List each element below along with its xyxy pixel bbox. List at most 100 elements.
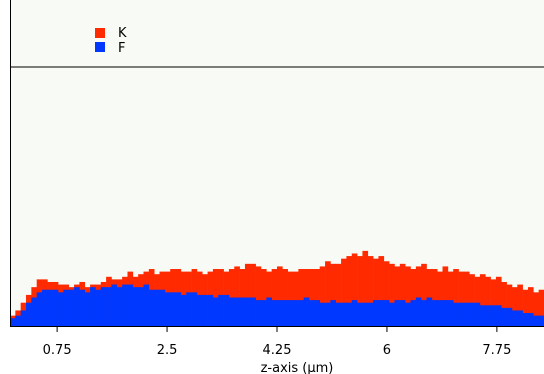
bar-f-37 [207, 294, 214, 326]
bar-f-65 [357, 302, 363, 326]
bar-k-42 [234, 266, 240, 326]
bar-f-60 [330, 300, 337, 326]
bar-k-59 [325, 261, 331, 326]
bar-k-66 [362, 250, 369, 326]
bar-f-90 [490, 305, 497, 326]
bar-k-82 [447, 271, 454, 326]
bar-k-76 [415, 266, 422, 326]
bar-f-36 [202, 294, 208, 326]
bar-f-53 [293, 300, 299, 326]
bar-f-61 [335, 302, 342, 326]
bar-f-97 [527, 313, 534, 326]
bar-f-89 [485, 305, 491, 326]
bar-f-15 [90, 287, 96, 326]
bar-f-45 [250, 297, 256, 326]
bar-f-82 [447, 300, 454, 326]
bar-f-14 [84, 292, 91, 326]
bar-f-2 [20, 310, 27, 326]
bar-k-74 [405, 266, 411, 326]
bar-k-63 [346, 256, 353, 326]
bar-f-47 [260, 300, 267, 326]
bar-f-41 [228, 297, 235, 326]
bar-k-50 [277, 266, 283, 326]
x-tick-label: 7.75 [482, 343, 511, 358]
bar-f-20 [116, 287, 123, 326]
bar-f-32 [180, 294, 187, 326]
bar-k-90 [490, 279, 497, 326]
bar-f-67 [367, 302, 374, 326]
bar-k-70 [383, 261, 390, 326]
bar-f-50 [277, 300, 283, 326]
bar-k-68 [373, 258, 379, 326]
bar-f-59 [325, 302, 331, 326]
bar-k-71 [389, 263, 395, 326]
bar-f-8 [52, 289, 59, 326]
bar-f-94 [511, 310, 518, 326]
bar-f-27 [154, 289, 160, 326]
bar-k-60 [330, 263, 337, 326]
bar-k-80 [437, 271, 443, 326]
bar-f-95 [517, 310, 523, 326]
bar-f-10 [63, 289, 70, 326]
bar-f-92 [501, 307, 507, 326]
bar-k-69 [378, 256, 385, 326]
bar-f-39 [218, 294, 224, 326]
bar-f-13 [79, 289, 86, 326]
bar-k-97 [527, 287, 534, 326]
bar-f-5 [36, 292, 43, 326]
bar-k-81 [442, 266, 449, 326]
series-f-bars [10, 284, 544, 326]
bar-f-31 [175, 292, 182, 326]
bar-f-43 [239, 297, 246, 326]
x-axis-ticks: 0.75 2.5 4.25 6 7.75 [43, 326, 511, 358]
legend-label-f: F [118, 41, 125, 56]
bar-k-57 [314, 269, 321, 326]
bar-f-42 [234, 297, 240, 326]
bar-f-77 [421, 300, 427, 326]
bar-f-40 [223, 294, 230, 326]
bar-f-4 [31, 297, 37, 326]
bar-k-95 [517, 284, 523, 326]
legend-swatch-k [95, 28, 105, 38]
bar-f-18 [106, 287, 112, 326]
bar-f-34 [191, 292, 198, 326]
bar-k-89 [485, 276, 491, 326]
bar-k-83 [453, 269, 459, 326]
bar-f-83 [453, 302, 459, 326]
bar-f-33 [186, 292, 192, 326]
bar-k-73 [399, 263, 406, 326]
bar-k-67 [367, 256, 374, 326]
bar-k-96 [522, 289, 529, 326]
bar-k-99 [538, 289, 544, 326]
bar-f-86 [469, 302, 475, 326]
bar-f-23 [132, 287, 139, 326]
bar-k-91 [495, 276, 502, 326]
bar-k-47 [260, 269, 267, 326]
bar-k-58 [319, 266, 326, 326]
bar-k-84 [458, 271, 465, 326]
bar-f-56 [309, 300, 315, 326]
bar-f-78 [426, 297, 433, 326]
bar-f-54 [298, 300, 304, 326]
bar-k-86 [469, 274, 475, 326]
bar-k-72 [394, 266, 401, 326]
bar-f-6 [42, 289, 48, 326]
bar-f-68 [373, 300, 379, 326]
x-tick-label: 4.25 [263, 343, 292, 358]
bar-f-66 [362, 302, 369, 326]
bar-f-0 [10, 318, 16, 326]
bar-f-85 [463, 302, 470, 326]
bar-k-64 [351, 253, 358, 326]
bar-k-88 [479, 274, 486, 326]
bar-f-16 [95, 289, 102, 326]
bar-k-61 [335, 263, 342, 326]
bar-f-88 [479, 305, 486, 326]
bar-k-53 [293, 271, 299, 326]
bar-k-94 [511, 287, 518, 326]
bar-f-58 [319, 302, 326, 326]
bar-k-45 [250, 263, 256, 326]
bar-f-12 [74, 287, 80, 326]
bar-k-44 [244, 263, 251, 326]
bar-k-87 [474, 276, 481, 326]
